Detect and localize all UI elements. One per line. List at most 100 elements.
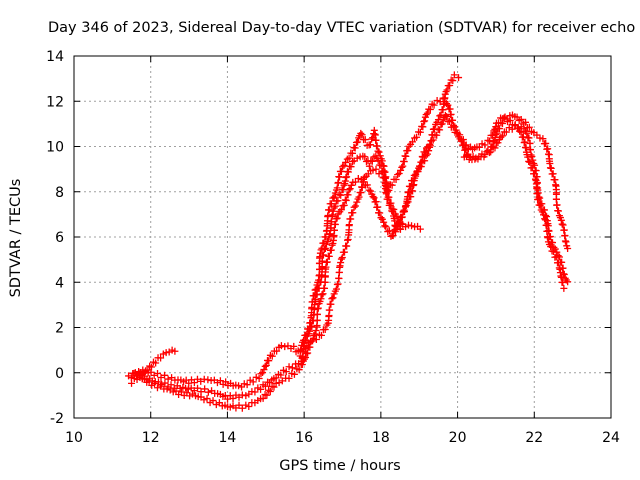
data-point [243,381,251,389]
data-point [261,362,269,370]
data-point [489,138,497,146]
data-point [554,207,562,215]
data-point [412,170,420,178]
data-point [547,164,555,172]
data-point [380,218,388,226]
data-point [145,377,153,385]
data-point [127,374,135,382]
data-point [154,369,162,377]
data-point [368,135,376,143]
data-point [347,215,355,223]
data-point [421,117,429,125]
y-tick-label: 8 [55,185,64,201]
data-point [242,392,250,400]
x-tick-label: 14 [219,430,237,446]
data-point [452,126,460,134]
data-point [554,259,562,267]
data-point [366,141,374,149]
data-point [429,136,437,144]
data-point [443,113,451,121]
data-point [201,385,209,393]
data-point [560,284,568,292]
data-point [249,378,257,386]
data-point [531,170,539,178]
x-tick-label: 12 [142,430,160,446]
data-point [410,171,418,179]
data-point [536,201,544,209]
data-point [394,219,402,227]
data-series [125,71,572,412]
y-tick-label: -2 [50,411,64,427]
data-point [342,196,350,204]
data-point [209,397,217,405]
data-point [260,366,268,374]
data-point [268,352,276,360]
data-point [177,388,185,396]
data-point [257,370,265,378]
data-point [188,390,196,398]
data-point [285,374,293,382]
data-point [204,376,212,384]
data-point [328,295,336,303]
data-point [164,375,172,383]
data-point [420,118,428,126]
data-point [444,101,452,109]
data-point [157,374,165,382]
data-point [167,381,175,389]
data-point [549,247,557,255]
data-point [525,134,533,142]
data-point [380,174,388,182]
data-point [259,394,267,402]
data-point [387,199,395,207]
data-point [402,152,410,160]
y-tick-label: 6 [55,230,64,246]
data-point [455,74,463,82]
data-point [300,345,308,353]
data-point [494,139,502,147]
data-point [347,181,355,189]
data-point [326,231,334,239]
data-point [325,252,333,260]
data-point [328,211,336,219]
data-point [190,379,198,387]
data-point [564,244,572,252]
data-point [320,245,328,253]
data-point [152,359,160,367]
data-point [442,88,450,96]
data-point [150,379,158,387]
data-point [365,186,373,194]
data-point [456,131,464,139]
data-point [390,227,398,235]
data-point [200,396,208,404]
data-point [490,137,498,145]
data-point [257,385,265,393]
data-point [318,291,326,299]
data-point [388,181,396,189]
data-point [270,383,278,391]
data-point [251,388,259,396]
series-6 [460,111,572,252]
y-tick-label: 2 [55,321,64,337]
data-point [147,368,155,376]
data-point [272,379,280,387]
x-tick-label: 24 [602,430,620,446]
data-point [353,198,361,206]
data-point [235,382,243,390]
data-point [389,232,397,240]
data-point [438,120,446,128]
data-point [404,147,412,155]
data-point [358,131,366,139]
data-point [502,128,510,136]
data-point [400,158,408,166]
data-point [306,327,314,335]
y-tick-label: 14 [46,49,64,65]
data-point [372,165,380,173]
data-point [333,214,341,222]
data-point [339,163,347,171]
data-point [317,331,325,339]
data-point [409,138,417,146]
data-point [433,131,441,139]
data-point [307,323,315,331]
data-point [441,111,449,119]
